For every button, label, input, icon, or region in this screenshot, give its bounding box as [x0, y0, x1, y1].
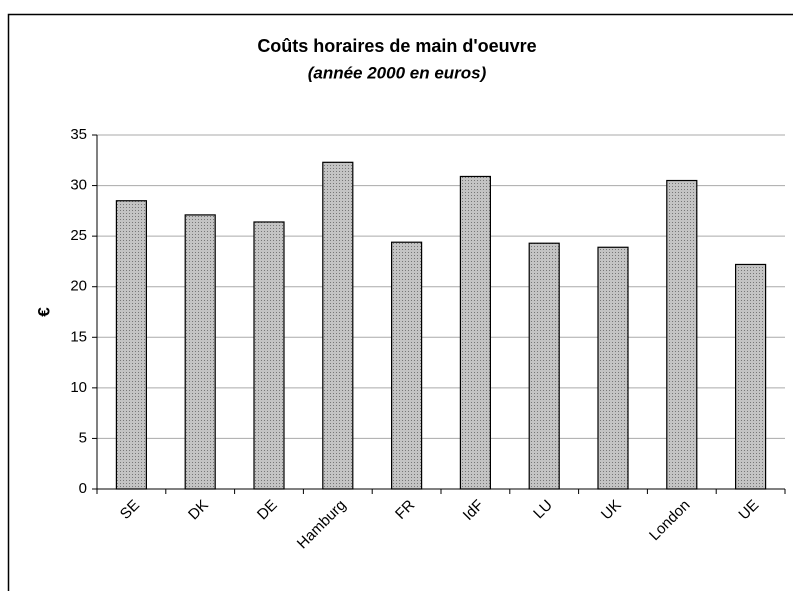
bar — [529, 243, 559, 489]
bar — [254, 222, 284, 489]
chart-subtitle: (année 2000 en euros) — [308, 63, 487, 82]
bar — [736, 264, 766, 489]
bar — [460, 176, 490, 489]
y-tick-label: 35 — [70, 126, 87, 143]
y-tick-label: 10 — [70, 379, 87, 396]
bar — [598, 247, 628, 489]
bar — [116, 201, 146, 489]
y-tick-label: 0 — [79, 480, 87, 497]
chart-title: Coûts horaires de main d'oeuvre — [257, 36, 536, 56]
bar — [185, 215, 215, 489]
y-tick-label: 20 — [70, 278, 87, 295]
y-tick-label: 15 — [70, 328, 87, 345]
bar — [392, 242, 422, 489]
y-tick-label: 25 — [70, 227, 87, 244]
y-tick-label: 30 — [70, 177, 87, 194]
y-axis-label: € — [34, 307, 53, 317]
bar — [323, 162, 353, 489]
bar — [667, 181, 697, 489]
y-tick-label: 5 — [79, 429, 87, 446]
